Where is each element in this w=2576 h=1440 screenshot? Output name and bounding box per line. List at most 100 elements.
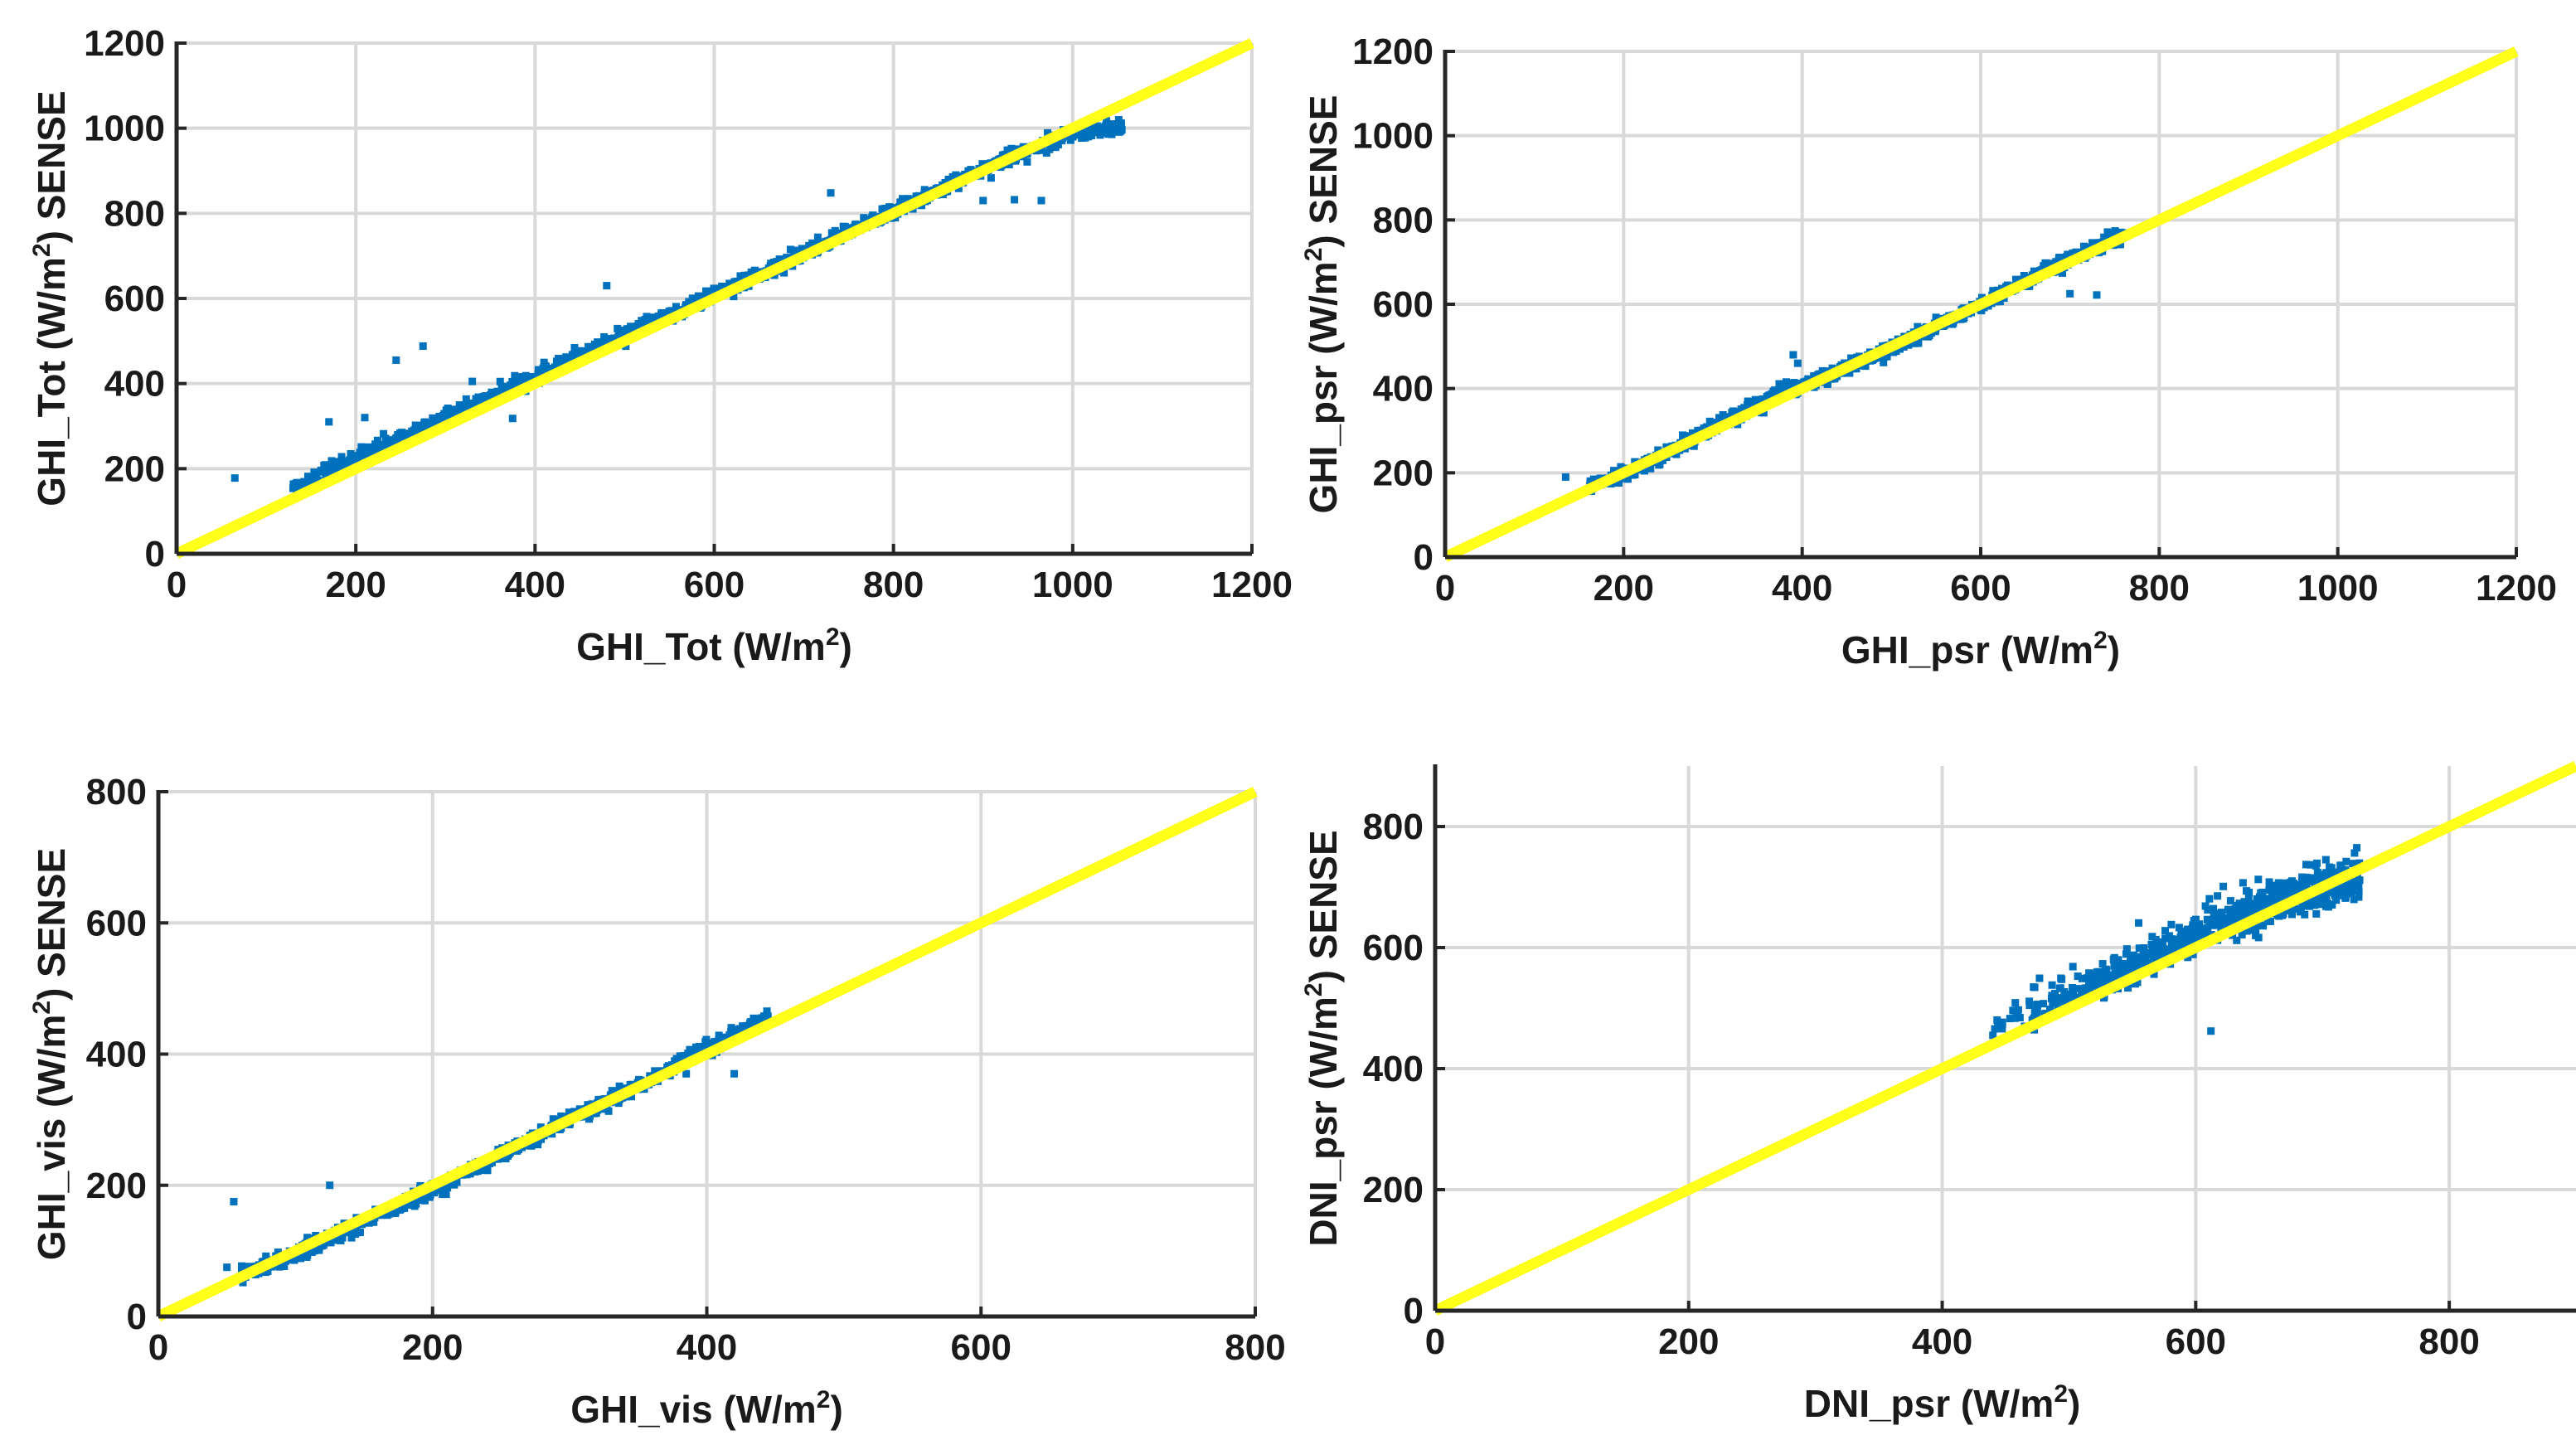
scatter-point <box>2184 953 2192 962</box>
scatter-point <box>2150 957 2158 965</box>
x-tick-label: 400 <box>1912 1321 1972 1362</box>
scatter-point <box>2110 962 2118 970</box>
scatter-point <box>1719 410 1727 419</box>
scatter-point <box>2277 890 2285 899</box>
scatter-point <box>348 460 357 468</box>
scatter-point <box>2266 917 2274 925</box>
scatter-point <box>2219 882 2228 890</box>
scatter-point <box>370 1218 378 1226</box>
scatter-point <box>2032 1011 2040 1020</box>
scatter-point <box>439 1190 447 1199</box>
scatter-point-outlier <box>223 1263 231 1272</box>
scatter-point <box>387 439 395 448</box>
scatter-point <box>2047 994 2055 1002</box>
y-tick-label: 600 <box>86 903 147 943</box>
scatter-point <box>303 1253 311 1261</box>
scatter-point <box>462 395 470 403</box>
scatter-point <box>896 198 905 206</box>
scatter-point <box>238 1262 246 1270</box>
scatter-point <box>1690 442 1698 450</box>
scatter-point <box>2088 971 2097 979</box>
scatter-point <box>357 443 366 451</box>
chart-top-left: 0 200 400 600 800 1000 1200 0 200 400 600 800 1000 12… <box>28 23 1293 668</box>
y-tick-label: 200 <box>1363 1170 1424 1210</box>
scatter-point <box>308 477 317 485</box>
scatter-point <box>2348 875 2356 884</box>
scatter-point <box>2057 974 2065 982</box>
scatter-point <box>2316 900 2325 909</box>
scatter-point <box>860 214 868 222</box>
y-tick-label: 1200 <box>84 23 165 64</box>
scatter-point <box>2352 882 2360 890</box>
x-tick-label: 800 <box>2418 1321 2479 1362</box>
scatter-point <box>2244 893 2253 901</box>
scatter-point <box>2258 895 2266 903</box>
scatter-point <box>391 1209 400 1217</box>
scatter-point <box>2327 864 2336 872</box>
scatter-point <box>420 420 428 429</box>
scatter-point <box>2280 879 2288 887</box>
scatter-point <box>337 453 346 461</box>
scatter-point <box>576 352 585 360</box>
scatter-point <box>2214 892 2222 900</box>
scatter-point <box>2069 988 2077 996</box>
scatter-point <box>1044 128 1052 137</box>
scatter-point <box>2274 879 2283 887</box>
scatter-point <box>2285 887 2293 895</box>
scatter-point <box>1769 387 1778 395</box>
x-tick-label: 0 <box>167 565 187 605</box>
scatter-point <box>2190 917 2198 925</box>
scatter-point <box>334 458 342 466</box>
scatter-point <box>623 329 631 337</box>
scatter-point-outlier <box>230 1198 238 1206</box>
scatter-point <box>2074 972 2082 981</box>
scatter-point <box>2194 933 2202 941</box>
scatter-point <box>2030 983 2038 992</box>
scatter-point <box>443 1182 451 1190</box>
scatter-point <box>2170 943 2178 951</box>
y-tick-label: 800 <box>1373 200 1434 240</box>
scatter-point <box>798 245 806 254</box>
scatter-point <box>2308 874 2316 882</box>
scatter-point <box>534 1141 542 1149</box>
scatter-point <box>1089 126 1098 134</box>
scatter-point <box>324 464 332 473</box>
chart-bottom-right: 0 200 400 600 800 0 200 400 600 800 DNI_psr (W/m2)… <box>1300 761 2576 1425</box>
scatter-point <box>2041 259 2050 268</box>
scatter-point <box>292 479 300 487</box>
scatter-point <box>2103 228 2112 236</box>
y-axis-label: DNI_psr (W/m2) SENSE <box>1300 830 1345 1246</box>
scatter-series <box>230 116 1126 495</box>
scatter-point <box>2168 935 2176 943</box>
scatter-point <box>362 450 371 458</box>
scatter-point <box>1078 134 1086 143</box>
scatter-point <box>2025 1001 2034 1010</box>
scatter-point <box>2298 884 2307 892</box>
scatter-point <box>2301 910 2309 919</box>
scatter-point <box>2256 906 2264 914</box>
scatter-point <box>750 1019 758 1027</box>
scatter-point <box>1846 369 1854 377</box>
scatter-point <box>1005 161 1013 169</box>
scatter-point <box>2320 891 2328 899</box>
scatter-point <box>2268 884 2277 892</box>
scatter-point-outlier <box>325 418 333 426</box>
scatter-point <box>245 1263 253 1271</box>
scatter-point <box>2092 980 2100 988</box>
scatter-point <box>2131 980 2139 988</box>
scatter-series <box>1561 227 2127 495</box>
scatter-point <box>730 1028 738 1036</box>
scatter-point-outlier <box>979 196 987 205</box>
scatter-point <box>2071 249 2079 257</box>
scatter-point <box>398 429 406 437</box>
scatter-point <box>507 384 516 392</box>
x-tick-label: 200 <box>402 1327 463 1368</box>
scatter-point <box>2012 275 2021 284</box>
scatter-point <box>2049 999 2057 1007</box>
scatter-point <box>2211 918 2219 926</box>
scatter-point <box>1880 358 1888 366</box>
scatter-point <box>2226 897 2234 905</box>
scatter-point <box>715 1031 723 1040</box>
scatter-point <box>1614 478 1623 487</box>
